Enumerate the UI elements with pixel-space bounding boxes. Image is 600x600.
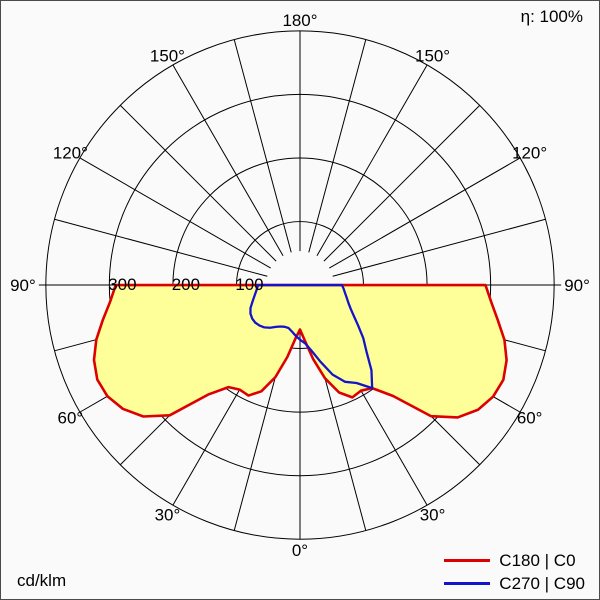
grid-spoke [119,104,277,262]
legend-line-c0 [444,559,491,562]
angle-label-60: 60° [517,409,543,428]
grid-spoke [316,64,428,256]
legend-item-c0: C180 | C0 [444,549,585,572]
grid-spoke [332,218,546,277]
angle-label-0: 0° [292,541,308,560]
angle-label-180: 180° [282,11,317,30]
radial-tick-label-300: 300 [108,275,136,294]
radial-tick-label-100: 100 [235,275,263,294]
efficiency-label: η: 100% [520,7,583,26]
grid-spoke [329,157,521,269]
legend-item-c90: C270 | C90 [444,572,585,595]
grid-spoke [54,218,268,277]
radial-tick-label-200: 200 [172,275,200,294]
units-label: cd/klm [17,571,67,590]
grid-spoke [233,39,292,253]
angle-label-120: 120° [53,143,88,162]
angle-label-60: 60° [58,409,84,428]
legend-label-c0: C180 | C0 [499,550,576,570]
angle-label-90: 90° [564,276,590,295]
angle-label-30: 30° [420,506,446,525]
angle-label-30: 30° [155,506,181,525]
angle-label-90: 90° [10,276,36,295]
legend-label-c90: C270 | C90 [499,573,585,593]
curve-c270-c90 [249,283,374,390]
curve-c180-c0 [92,283,508,419]
grid-spoke [79,157,271,269]
grid-spoke [172,64,284,256]
legend-line-c90 [444,582,491,585]
angle-label-150: 150° [415,46,450,65]
legend: C180 | C0 C270 | C90 [444,549,585,595]
grid-spoke [323,104,481,262]
angle-label-120: 120° [512,143,547,162]
grid-spoke [308,39,367,253]
angle-label-150: 150° [150,46,185,65]
